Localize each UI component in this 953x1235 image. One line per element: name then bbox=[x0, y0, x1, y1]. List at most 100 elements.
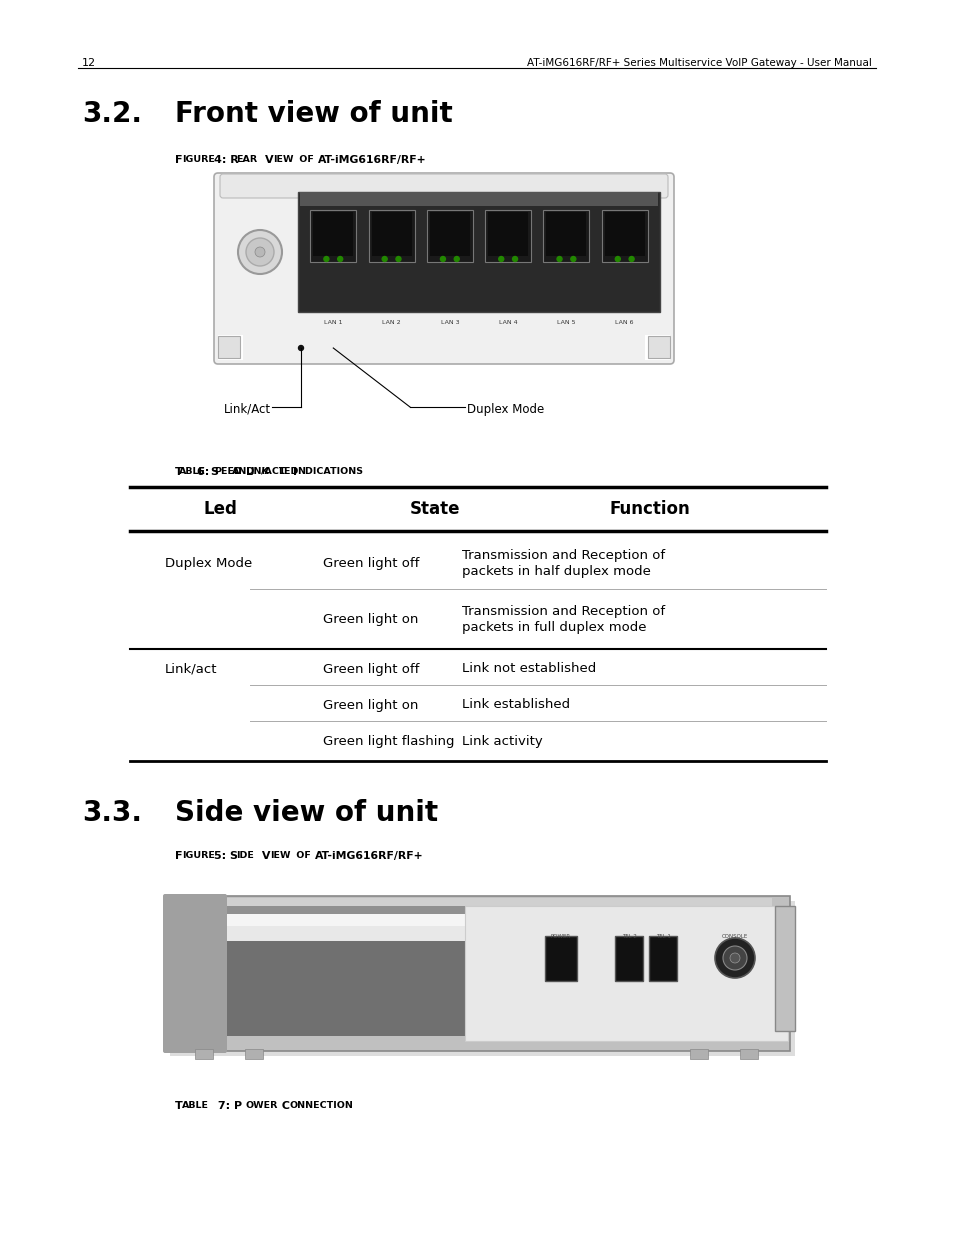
Text: AT-iMG616RF/RF+: AT-iMG616RF/RF+ bbox=[317, 156, 426, 165]
Bar bbox=[604, 212, 644, 256]
Text: PEED: PEED bbox=[213, 467, 242, 475]
Circle shape bbox=[298, 346, 303, 351]
Text: Link/act: Link/act bbox=[165, 662, 217, 676]
Text: Link activity: Link activity bbox=[461, 735, 542, 747]
Text: ABLE: ABLE bbox=[179, 467, 206, 475]
Text: State: State bbox=[410, 500, 459, 517]
Bar bbox=[647, 336, 669, 358]
Text: Green light off: Green light off bbox=[323, 662, 419, 676]
Text: Green light off: Green light off bbox=[323, 557, 419, 569]
Text: LAN 1: LAN 1 bbox=[324, 320, 342, 325]
Circle shape bbox=[628, 257, 634, 262]
Bar bbox=[430, 212, 470, 256]
Text: Green light on: Green light on bbox=[323, 613, 418, 625]
Text: Transmission and Reception of: Transmission and Reception of bbox=[461, 550, 664, 562]
Circle shape bbox=[498, 257, 503, 262]
Circle shape bbox=[570, 257, 576, 262]
Text: TEL 2: TEL 2 bbox=[621, 934, 636, 939]
Text: EAR: EAR bbox=[235, 156, 257, 164]
Bar bbox=[774, 906, 794, 1031]
Bar bbox=[167, 913, 771, 941]
Text: /ACT: /ACT bbox=[260, 467, 288, 475]
Circle shape bbox=[557, 257, 561, 262]
Bar bbox=[648, 936, 677, 981]
Text: Green light on: Green light on bbox=[323, 699, 418, 711]
Text: IGURE: IGURE bbox=[182, 156, 214, 164]
Text: Led: Led bbox=[203, 500, 236, 517]
Text: 5: S: 5: S bbox=[213, 851, 237, 861]
Bar bbox=[368, 210, 415, 262]
Bar bbox=[615, 936, 642, 981]
Text: AT-iMG616RF/RF+ Series Multiservice VoIP Gateway - User Manual: AT-iMG616RF/RF+ Series Multiservice VoIP… bbox=[527, 58, 871, 68]
Text: OWER: OWER bbox=[246, 1100, 278, 1110]
Bar bbox=[167, 911, 771, 926]
Bar bbox=[543, 210, 589, 262]
Circle shape bbox=[324, 257, 329, 262]
Circle shape bbox=[454, 257, 458, 262]
Text: Link not established: Link not established bbox=[461, 662, 596, 676]
Text: LAN 6: LAN 6 bbox=[615, 320, 634, 325]
Text: Duplex Mode: Duplex Mode bbox=[467, 403, 543, 415]
Text: 12: 12 bbox=[82, 58, 96, 68]
Text: POWER: POWER bbox=[551, 934, 571, 939]
Text: LED: LED bbox=[278, 467, 298, 475]
Text: Function: Function bbox=[609, 500, 690, 517]
Circle shape bbox=[440, 257, 445, 262]
Bar bbox=[167, 902, 771, 914]
Text: OF: OF bbox=[295, 156, 316, 164]
Bar bbox=[170, 902, 794, 1056]
Bar bbox=[601, 210, 647, 262]
Text: V: V bbox=[265, 156, 274, 165]
FancyBboxPatch shape bbox=[163, 894, 227, 1053]
Text: IGURE: IGURE bbox=[182, 851, 214, 860]
Text: ABLE: ABLE bbox=[182, 1100, 209, 1110]
Text: F: F bbox=[174, 851, 182, 861]
Bar bbox=[218, 336, 240, 358]
Bar bbox=[485, 210, 531, 262]
FancyBboxPatch shape bbox=[220, 174, 667, 198]
Text: INK: INK bbox=[250, 467, 269, 475]
Circle shape bbox=[729, 953, 740, 963]
Text: Duplex Mode: Duplex Mode bbox=[165, 557, 252, 569]
Text: IEW: IEW bbox=[273, 156, 294, 164]
Circle shape bbox=[714, 939, 754, 978]
Text: S: S bbox=[210, 467, 217, 477]
Bar bbox=[426, 210, 473, 262]
Text: Transmission and Reception of: Transmission and Reception of bbox=[461, 605, 664, 619]
Text: ONNECTION: ONNECTION bbox=[290, 1100, 354, 1110]
Text: OF: OF bbox=[293, 851, 314, 860]
Text: packets in half duplex mode: packets in half duplex mode bbox=[461, 564, 650, 578]
Text: I: I bbox=[293, 467, 296, 477]
Text: T: T bbox=[174, 1100, 183, 1112]
Text: 3.2.: 3.2. bbox=[82, 100, 142, 128]
Circle shape bbox=[512, 257, 517, 262]
Bar bbox=[218, 335, 243, 359]
Bar bbox=[488, 212, 528, 256]
Bar bbox=[297, 191, 659, 312]
Text: NDICATIONS: NDICATIONS bbox=[296, 467, 362, 475]
Text: Front view of unit: Front view of unit bbox=[174, 100, 453, 128]
Text: 3.3.: 3.3. bbox=[82, 799, 142, 827]
Text: AND: AND bbox=[232, 467, 254, 475]
Text: TEL 1: TEL 1 bbox=[655, 934, 670, 939]
Text: 6:: 6: bbox=[193, 467, 213, 477]
Circle shape bbox=[246, 238, 274, 266]
Bar bbox=[194, 1049, 213, 1058]
Text: LAN 3: LAN 3 bbox=[440, 320, 458, 325]
Bar bbox=[546, 212, 586, 256]
Circle shape bbox=[237, 230, 282, 274]
Circle shape bbox=[254, 247, 265, 257]
Circle shape bbox=[615, 257, 619, 262]
FancyBboxPatch shape bbox=[213, 173, 673, 364]
Text: Green light flashing: Green light flashing bbox=[323, 735, 454, 747]
Bar bbox=[644, 335, 669, 359]
Text: CONSOLE: CONSOLE bbox=[721, 934, 747, 939]
Text: AT-iMG616RF/RF+: AT-iMG616RF/RF+ bbox=[314, 851, 423, 861]
Bar bbox=[299, 191, 658, 206]
Text: L: L bbox=[246, 467, 253, 477]
Bar bbox=[167, 916, 771, 1036]
Circle shape bbox=[337, 257, 342, 262]
Text: LAN 4: LAN 4 bbox=[498, 320, 517, 325]
Circle shape bbox=[382, 257, 387, 262]
Text: LAN 5: LAN 5 bbox=[557, 320, 575, 325]
